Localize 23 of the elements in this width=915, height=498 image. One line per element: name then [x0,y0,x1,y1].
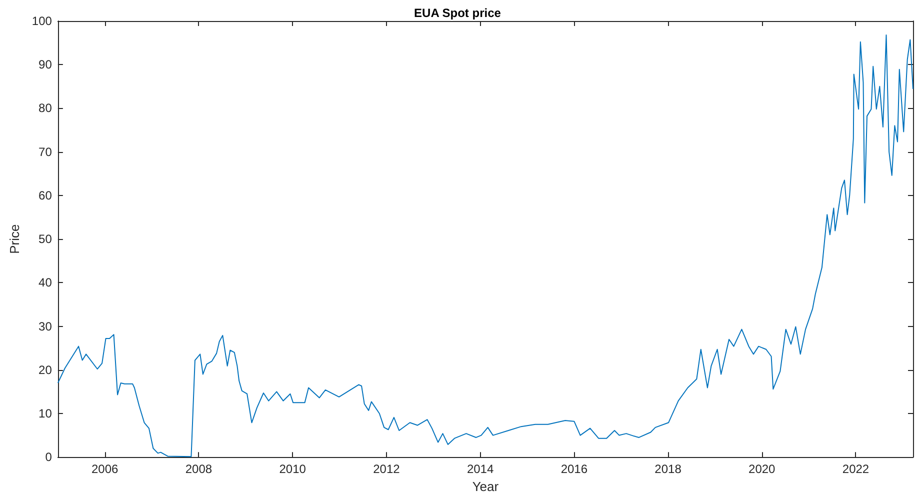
chart-title: EUA Spot price [414,6,502,20]
x-tick-label: 2012 [373,462,400,476]
x-tick-label: 2016 [560,462,588,476]
y-tick-label: 100 [32,14,52,28]
x-tick-label: 2020 [748,462,776,476]
y-tick-label: 60 [38,188,52,202]
y-tick-label: 70 [38,144,52,159]
y-tick-label: 90 [38,58,52,72]
x-tick-label: 2006 [92,462,119,476]
y-tick-label: 50 [38,232,52,246]
y-tick-label: 40 [38,276,52,290]
y-tick-label: 30 [38,319,52,334]
x-tick-label: 2018 [654,462,682,476]
y-tick-label: 20 [38,362,52,377]
x-tick-label: 2014 [466,462,494,476]
x-tick-label: 2010 [279,462,306,476]
x-tick-label: 2008 [185,462,212,476]
x-tick-label: 2022 [842,462,870,476]
y-axis-title: Price [7,224,22,254]
y-tick-label: 80 [38,101,52,116]
y-tick-label: 0 [45,450,52,464]
x-axis-title: Year [472,479,500,494]
y-tick-label: 10 [38,406,52,420]
